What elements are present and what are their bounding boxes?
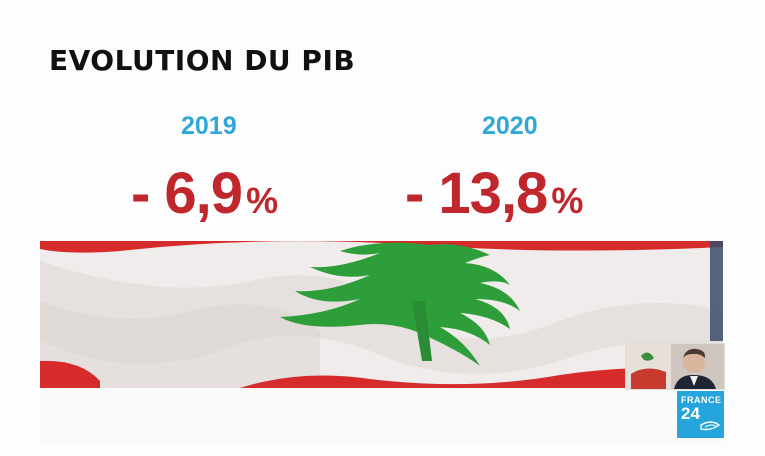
flag-top-red-band <box>40 241 723 253</box>
page-title: EVOLUTION DU PIB <box>49 44 356 77</box>
france24-logo: FRANCE 24 <box>677 391 724 438</box>
value-2019-number: - 6,9 <box>131 161 243 226</box>
person-portrait-thumbnail <box>625 343 725 390</box>
value-2020: - 13,8% <box>405 160 583 227</box>
year-2020-label: 2020 <box>482 112 538 140</box>
logo-swoosh-icon <box>700 421 721 431</box>
portrait-illustration <box>626 344 724 389</box>
flag-illustration <box>40 241 723 388</box>
value-2020-number: - 13,8 <box>405 161 548 226</box>
logo-line2: 24 <box>681 404 700 423</box>
lebanon-flag-photo <box>40 241 723 388</box>
value-2019: - 6,9% <box>131 160 278 227</box>
logo-line1: FRANCE <box>681 395 722 405</box>
flag-bottom-red-band <box>240 367 723 388</box>
value-2019-unit: % <box>246 180 279 221</box>
cedar-tree <box>280 242 520 366</box>
year-2019-label: 2019 <box>181 112 237 140</box>
value-2020-unit: % <box>551 180 584 221</box>
bottom-strip <box>40 388 723 443</box>
